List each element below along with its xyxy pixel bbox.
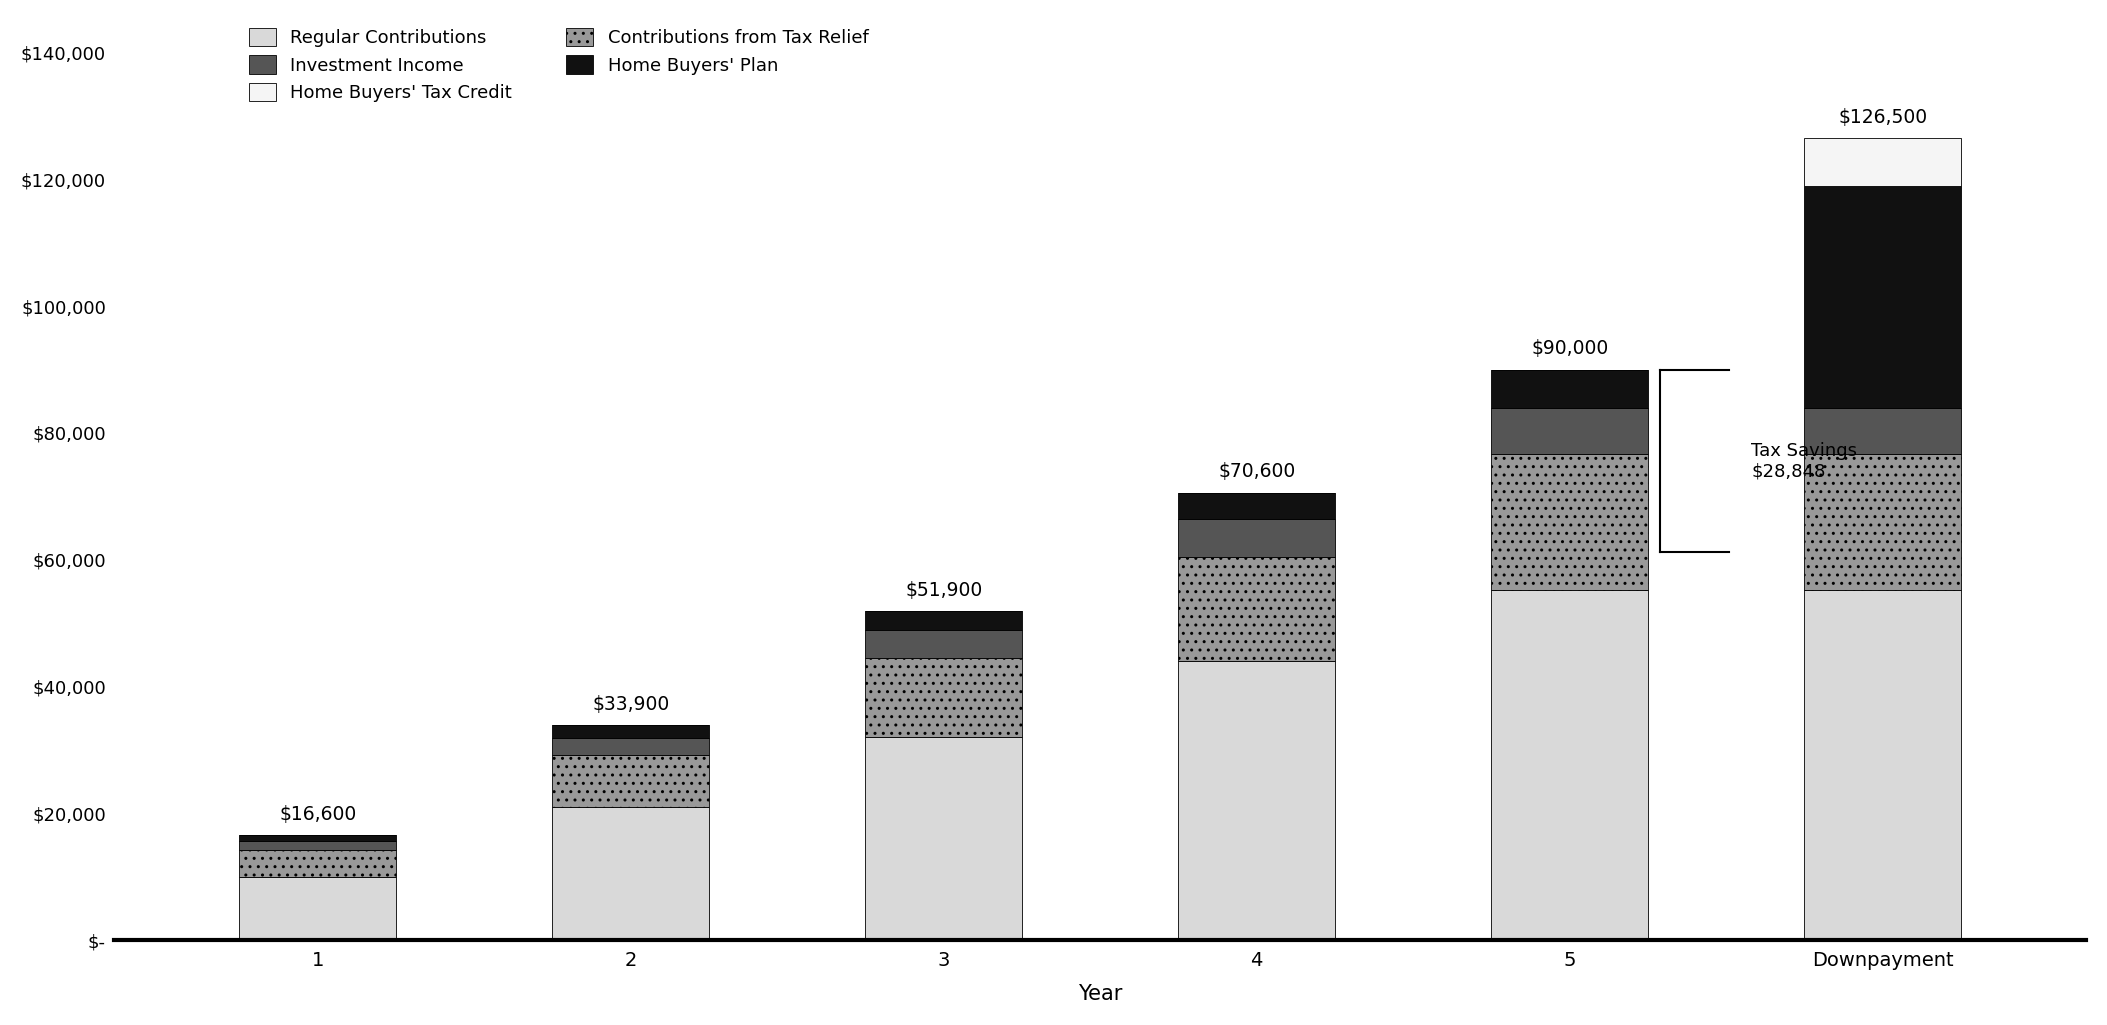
- Bar: [866, 630, 1022, 658]
- Bar: [552, 726, 708, 738]
- Text: $16,600: $16,600: [278, 805, 356, 823]
- Bar: [866, 737, 1022, 940]
- Bar: [1178, 520, 1336, 557]
- Text: $51,900: $51,900: [906, 581, 982, 600]
- Bar: [1492, 454, 1648, 590]
- Bar: [1492, 408, 1648, 454]
- Bar: [240, 842, 396, 850]
- Legend: Regular Contributions, Investment Income, Home Buyers' Tax Credit, Contributions: Regular Contributions, Investment Income…: [242, 20, 877, 110]
- Bar: [552, 738, 708, 755]
- Bar: [1178, 493, 1336, 520]
- Text: Tax Savings
$28,848: Tax Savings $28,848: [1751, 442, 1856, 481]
- Bar: [240, 876, 396, 940]
- Bar: [552, 755, 708, 807]
- X-axis label: Year: Year: [1079, 984, 1123, 1004]
- Bar: [1804, 186, 1962, 408]
- Bar: [1804, 138, 1962, 186]
- Bar: [1492, 590, 1648, 940]
- Text: $70,600: $70,600: [1218, 462, 1296, 481]
- Text: $126,500: $126,500: [1837, 108, 1928, 127]
- Bar: [866, 611, 1022, 630]
- Bar: [552, 807, 708, 940]
- Bar: [1492, 370, 1648, 408]
- Text: $90,000: $90,000: [1532, 339, 1608, 358]
- Bar: [1804, 408, 1962, 454]
- Bar: [1178, 661, 1336, 940]
- Bar: [240, 850, 396, 876]
- Bar: [1178, 557, 1336, 661]
- Bar: [866, 658, 1022, 737]
- Bar: [1804, 590, 1962, 940]
- Text: $33,900: $33,900: [592, 695, 670, 713]
- Bar: [240, 835, 396, 842]
- Bar: [1804, 454, 1962, 590]
